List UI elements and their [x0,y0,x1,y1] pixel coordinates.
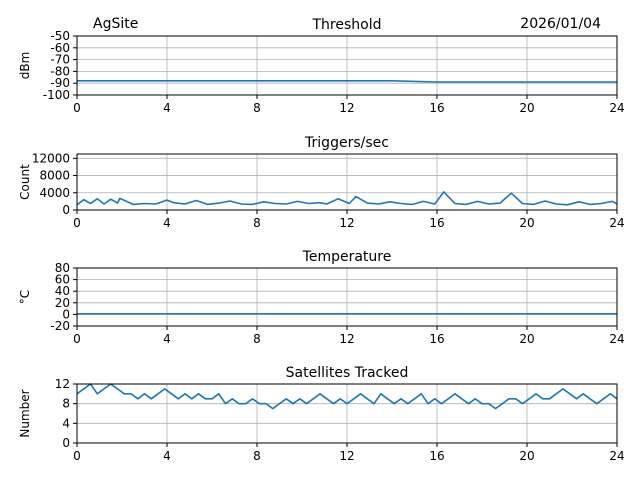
x-tick-label: 16 [429,332,444,346]
x-tick-label: 24 [609,449,624,463]
x-tick-label: 12 [339,101,354,115]
x-tick-label: 8 [253,332,261,346]
date-label: 2026/01/04 [520,16,601,32]
y-tick-label: -90 [50,76,70,90]
x-tick-label: 24 [609,216,624,230]
y-tick-label: 8000 [39,169,70,183]
y-tick-label: 0 [62,203,70,217]
y-tick-label: 80 [55,261,70,275]
panel-title: Satellites Tracked [286,365,409,381]
chart-panels: 0 4 8 12 16 20 24 -100-90-80-70-60-50 Threshold d… [18,17,625,463]
x-tick-label: 20 [519,101,534,115]
y-axis-label: dBm [18,52,32,80]
chart-panel-2: 0 4 8 12 16 20 24 0 4000 8000 12000 Triggers/sec Cou… [18,135,625,230]
x-tick-label: 24 [609,101,624,115]
series-line-1 [76,191,618,206]
x-tick-label: 16 [429,216,444,230]
y-tick-label: -60 [50,41,70,55]
y-tick-label: -100 [43,88,70,102]
x-tick-label: 4 [163,332,171,346]
y-tick-label: 8 [62,397,70,411]
y-tick-label: -50 [50,29,70,43]
x-tick-label: 16 [429,101,444,115]
y-tick-label: -70 [50,53,70,67]
y-axis-label: Number [18,389,32,437]
x-tick-label: 12 [339,332,354,346]
x-tick-label: 12 [339,216,354,230]
x-tick-label: 0 [73,332,81,346]
chart-panel-1: 0 4 8 12 16 20 24 -100-90-80-70-60-50 Threshold d… [18,17,625,115]
x-tick-label: 4 [163,216,171,230]
x-tick-label: 4 [163,449,171,463]
y-tick-label: 0 [62,436,70,450]
x-tick-label: 8 [253,216,261,230]
y-tick-label: -80 [50,64,70,78]
x-tick-label: 0 [73,216,81,230]
y-tick-label: 12000 [32,151,70,165]
x-tick-label: 24 [609,332,624,346]
x-tick-label: 16 [429,449,444,463]
y-axis-label: °C [18,290,32,304]
series-line-1 [77,80,617,83]
y-tick-label: 4 [62,416,70,430]
series-line-1 [76,383,618,410]
site-name: AgSite [93,16,138,32]
y-tick-label: 0 [62,307,70,321]
x-tick-label: 12 [339,449,354,463]
x-tick-label: 0 [73,101,81,115]
y-tick-label: -20 [50,319,70,333]
y-tick-label: 60 [55,273,70,287]
x-tick-label: 0 [73,449,81,463]
x-tick-label: 4 [163,101,171,115]
panel-title: Temperature [302,249,392,265]
x-tick-label: 8 [253,101,261,115]
panel-title: Triggers/sec [304,135,389,151]
y-tick-label: 12 [55,377,70,391]
x-tick-label: 8 [253,449,261,463]
x-tick-label: 20 [519,449,534,463]
y-tick-label: 20 [55,296,70,310]
y-tick-label: 4000 [39,186,70,200]
y-tick-label: 40 [55,284,70,298]
panel-title: Threshold [312,17,382,33]
y-axis-label: Count [18,164,32,200]
x-tick-label: 20 [519,332,534,346]
chart-panel-4: 0 4 8 12 16 20 24 0 4 8 12 Satellites Tracked Number [18,365,625,463]
x-tick-label: 20 [519,216,534,230]
